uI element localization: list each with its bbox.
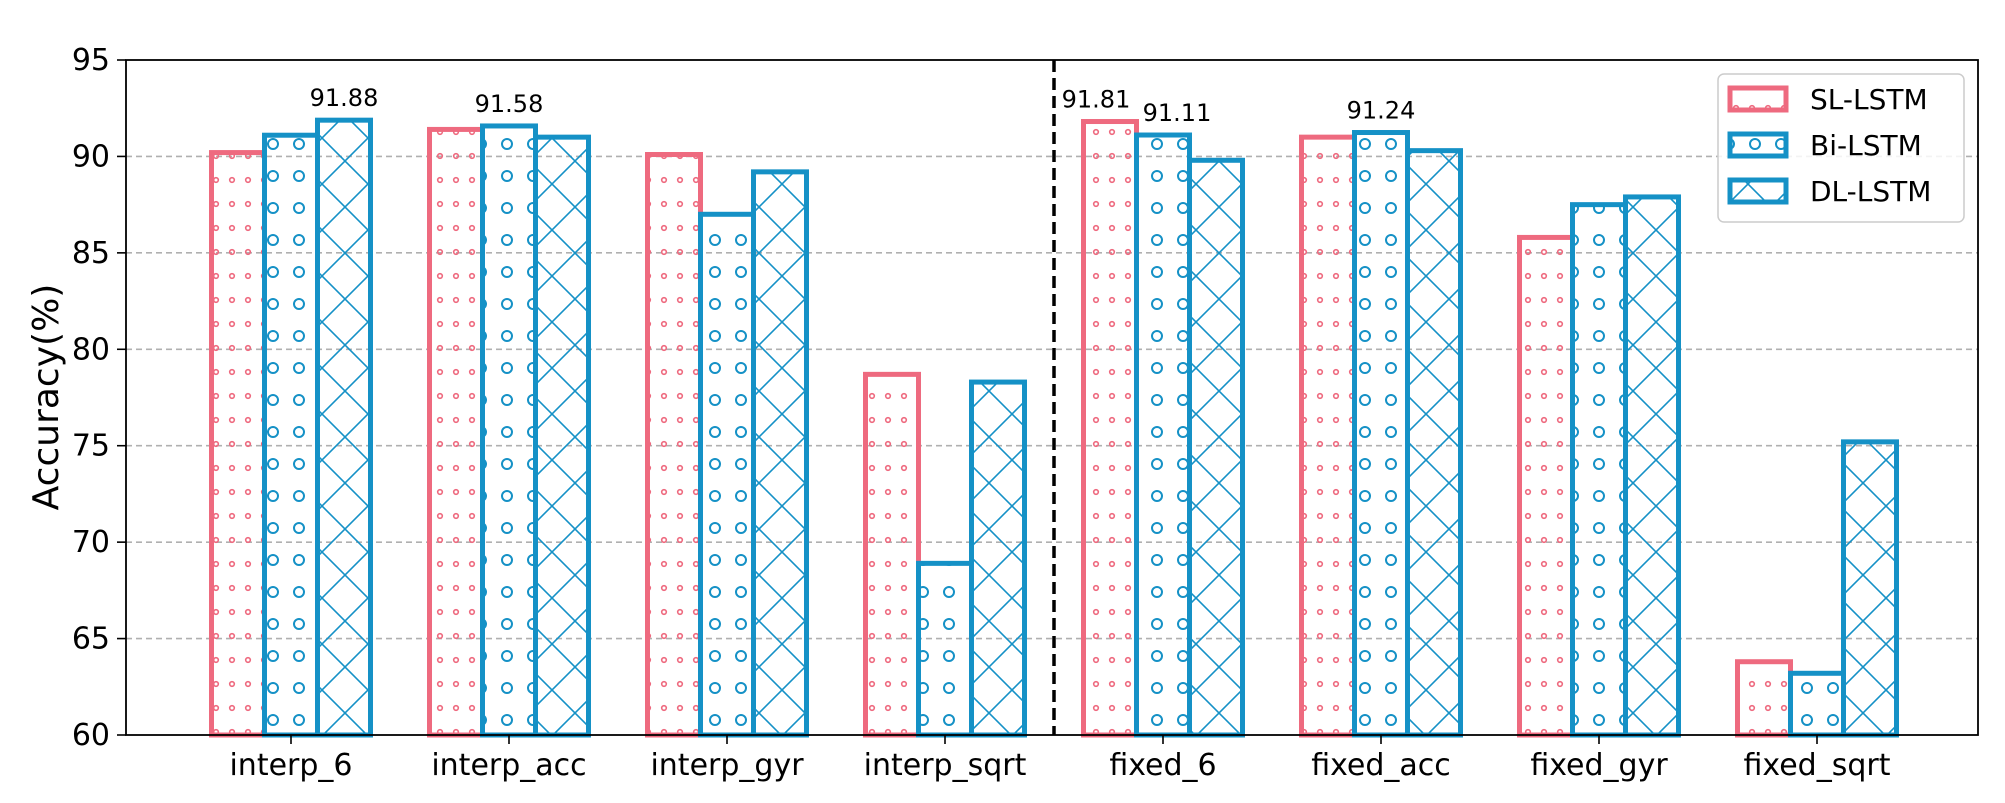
- x-tick-label: fixed_gyr: [1530, 748, 1668, 783]
- bar-dl-lstm-fixed-6: [1187, 157, 1245, 738]
- x-tick-label: fixed_6: [1109, 748, 1216, 783]
- grid-lines: [126, 155, 1978, 640]
- bar-dl-lstm-fixed-gyr: [1623, 194, 1681, 738]
- value-label: 91.81: [1062, 86, 1131, 114]
- axes: 60 65 70 75 80 85 90 95 interp_6 interp_acc interp…: [72, 43, 1979, 783]
- bar-dl-lstm-fixed-sqrt: [1841, 439, 1899, 738]
- x-tick-label: interp_sqrt: [864, 748, 1027, 783]
- y-tick-label: 70: [72, 525, 110, 560]
- bar-dl-lstm-interp-sqrt: [969, 379, 1027, 738]
- bar-sl-lstm-fixed-6: [1081, 119, 1139, 738]
- x-tick-label: interp_gyr: [650, 748, 804, 783]
- bar-sl-lstm-fixed-gyr: [1517, 234, 1575, 738]
- legend-label-dl-lstm: DL-LSTM: [1810, 175, 1931, 208]
- y-tick-label: 90: [72, 139, 110, 174]
- bar-sl-lstm-interp-6: [209, 150, 267, 738]
- y-tick-label: 65: [72, 622, 110, 657]
- plot-frame: [125, 59, 1979, 736]
- legend-swatch-bi-lstm: [1727, 131, 1789, 159]
- bar-dl-lstm-interp-acc: [533, 134, 591, 738]
- bar-dl-lstm-interp-6: [315, 117, 373, 738]
- bar-sl-lstm-interp-acc: [427, 126, 485, 738]
- legend-swatch-dl-lstm: [1727, 177, 1789, 205]
- bar-bi-lstm-fixed-acc: [1352, 130, 1410, 738]
- y-tick-label: 75: [72, 429, 110, 464]
- x-tick-label: fixed_acc: [1311, 748, 1451, 783]
- legend: SL-LSTM Bi-LSTM DL-LSTM: [1717, 73, 1965, 223]
- bar-bi-lstm-fixed-6: [1134, 132, 1192, 738]
- y-tick-label: 80: [72, 332, 110, 367]
- x-tick-label: interp_acc: [431, 748, 586, 783]
- legend-label-sl-lstm: SL-LSTM: [1810, 83, 1928, 116]
- legend-swatch-sl-lstm: [1727, 85, 1789, 113]
- bar-bi-lstm-fixed-gyr: [1570, 202, 1628, 738]
- legend-label-bi-lstm: Bi-LSTM: [1810, 129, 1922, 162]
- y-tick-label: 95: [72, 43, 110, 78]
- bar-sl-lstm-interp-gyr: [645, 152, 703, 738]
- value-label: 91.24: [1347, 97, 1416, 125]
- bar-bi-lstm-fixed-sqrt: [1788, 670, 1846, 738]
- value-label: 91.58: [475, 90, 544, 118]
- bar-sl-lstm-fixed-sqrt: [1735, 659, 1793, 738]
- bar-bi-lstm-interp-sqrt: [916, 560, 974, 738]
- y-axis-label: Accuracy(%): [26, 284, 67, 511]
- bar-sl-lstm-fixed-acc: [1299, 134, 1357, 738]
- bar-bi-lstm-interp-gyr: [698, 211, 756, 738]
- y-tick-label: 60: [72, 718, 110, 753]
- value-label: 91.11: [1143, 99, 1212, 127]
- value-label: 91.88: [310, 84, 379, 112]
- bar-sl-lstm-interp-sqrt: [863, 371, 921, 738]
- bar-bi-lstm-interp-6: [262, 132, 320, 738]
- bar-bi-lstm-interp-acc: [480, 123, 538, 738]
- y-tick-label: 85: [72, 236, 110, 271]
- bar-dl-lstm-fixed-acc: [1405, 148, 1463, 738]
- x-tick-label: fixed_sqrt: [1744, 748, 1891, 783]
- x-tick-label: interp_6: [229, 748, 352, 783]
- value-labels: 91.88 91.58 91.81 91.11 91.24: [310, 84, 1416, 127]
- bar-dl-lstm-interp-gyr: [751, 169, 809, 738]
